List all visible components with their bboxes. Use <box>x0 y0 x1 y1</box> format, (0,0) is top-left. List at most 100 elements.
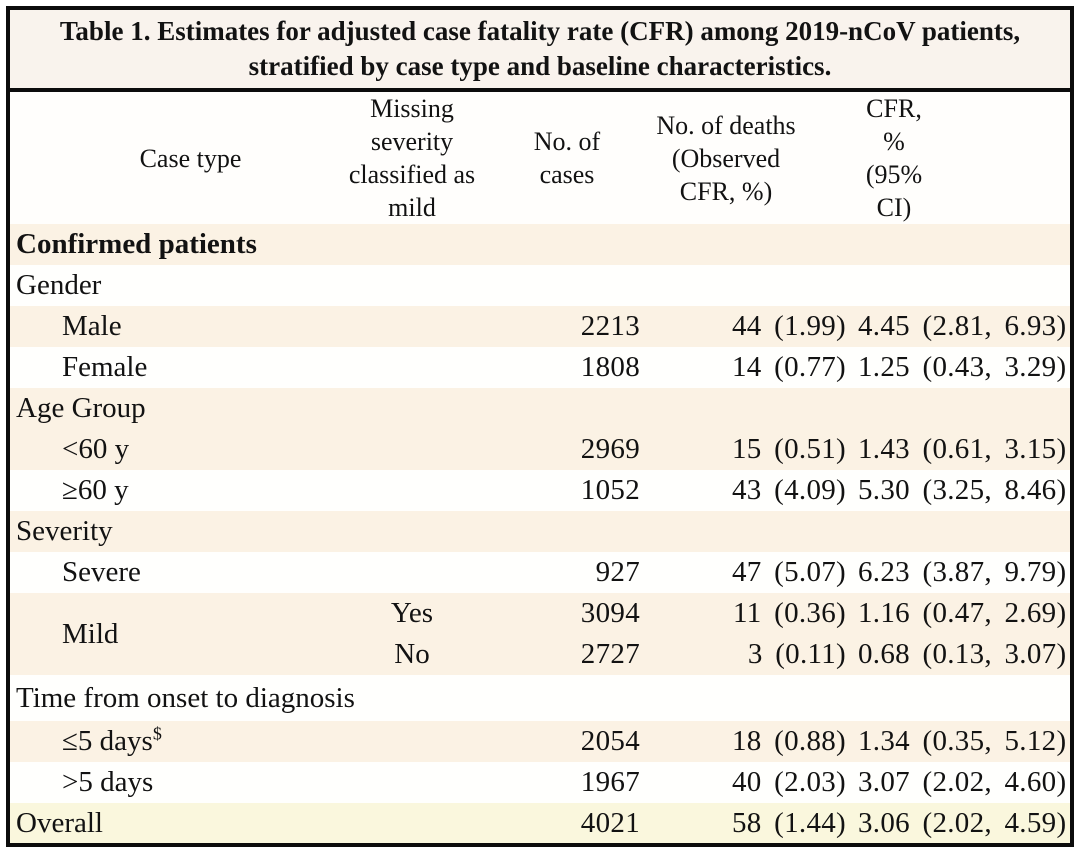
row-deaths-cell: 18 (0.88) <box>654 721 858 762</box>
table-row: No 2727 3 (0.11) 0.68 (0.13, 3.07) <box>10 634 1070 675</box>
row-cases-cell: 2213 <box>508 306 654 347</box>
row-cfr-cell <box>858 224 1070 265</box>
table-row: ≤5 days$ 2054 18 (0.88) 1.34 (0.35, 5.12) <box>10 721 1070 762</box>
row-missing-severity-cell: No <box>316 634 508 675</box>
table-title-line1: Table 1. Estimates for adjusted case fat… <box>59 16 1021 46</box>
row-label: <60 y <box>62 433 130 465</box>
header-row: Case type Missing severity classified as… <box>10 92 1070 224</box>
row-label: Confirmed patients <box>16 228 257 260</box>
table-row: Gender <box>10 265 1070 306</box>
row-deaths-cell: 15 (0.51) <box>654 429 858 470</box>
row-label-cell: Severe <box>10 552 316 593</box>
row-label-cell: Time from onset to diagnosis <box>10 675 355 721</box>
row-cfr-cell: 3.07 (2.02, 4.60) <box>858 762 1070 803</box>
table-row: Confirmed patients <box>10 224 1070 265</box>
row-label-cell: Age Group <box>10 388 316 429</box>
col-header-no-of-cases: No. of cases <box>508 92 654 224</box>
table-row: Overall 4021 58 (1.44) 3.06 (2.02, 4.59) <box>10 803 1070 843</box>
row-cfr-cell: 0.68 (0.13, 3.07) <box>858 634 1070 675</box>
row-cases-cell: 1808 <box>508 347 654 388</box>
row-cfr-cell: 5.30 (3.25, 8.46) <box>858 470 1070 511</box>
row-deaths-cell <box>654 265 858 306</box>
row-label: Female <box>62 351 148 383</box>
row-label-cell: ≤5 days$ <box>10 721 316 762</box>
row-label: Severity <box>16 515 113 547</box>
row-deaths-cell: 3 (0.11) <box>654 634 858 675</box>
row-missing-severity-cell <box>316 675 508 721</box>
row-cfr-cell <box>858 388 1070 429</box>
row-label-cell: <60 y <box>10 429 316 470</box>
row-deaths-cell <box>654 388 858 429</box>
row-deaths-cell: 14 (0.77) <box>654 347 858 388</box>
row-cfr-cell: 1.25 (0.43, 3.29) <box>858 347 1070 388</box>
row-label-cell: Female <box>10 347 316 388</box>
row-deaths-cell: 11 (0.36) <box>654 593 858 634</box>
table-row: Female 1808 14 (0.77) 1.25 (0.43, 3.29) <box>10 347 1070 388</box>
row-missing-severity-cell <box>316 306 508 347</box>
row-cases-cell: 2969 <box>508 429 654 470</box>
row-deaths-cell: 58 (1.44) <box>654 803 858 843</box>
table-row: ≥60 y 1052 43 (4.09) 5.30 (3.25, 8.46) <box>10 470 1070 511</box>
table-title-line2: stratified by case type and baseline cha… <box>248 51 832 81</box>
cfr-table: Case type Missing severity classified as… <box>10 92 1070 843</box>
row-cfr-cell: 6.23 (3.87, 9.79) <box>858 552 1070 593</box>
row-cfr-cell <box>858 675 1070 721</box>
row-cfr-cell: 1.34 (0.35, 5.12) <box>858 721 1070 762</box>
row-cases-cell <box>508 675 654 721</box>
footnote-marker: $ <box>152 723 162 744</box>
col-header-missing-severity: Missing severity classified as mild <box>316 92 508 224</box>
row-label-cell: Gender <box>10 265 316 306</box>
row-label: Time from onset to diagnosis <box>16 681 355 714</box>
row-label: ≥60 y <box>62 474 129 506</box>
row-missing-severity-cell <box>316 224 508 265</box>
row-cfr-cell: 1.43 (0.61, 3.15) <box>858 429 1070 470</box>
row-cfr-cell: 4.45 (2.81, 6.93) <box>858 306 1070 347</box>
row-deaths-cell <box>654 675 858 721</box>
row-label: Age Group <box>16 392 146 424</box>
row-missing-severity-cell <box>316 429 508 470</box>
table-row: <60 y 2969 15 (0.51) 1.43 (0.61, 3.15) <box>10 429 1070 470</box>
row-deaths-cell: 40 (2.03) <box>654 762 858 803</box>
table-row: Time from onset to diagnosis <box>10 675 1070 721</box>
row-label-cell: Confirmed patients <box>10 224 316 265</box>
row-cases-cell: 3094 <box>508 593 654 634</box>
row-cases-cell <box>508 388 654 429</box>
table-row: Severity <box>10 511 1070 552</box>
row-cases-cell: 1967 <box>508 762 654 803</box>
row-cases-cell <box>508 265 654 306</box>
row-label-cell: Severity <box>10 511 316 552</box>
row-missing-severity-cell <box>316 721 508 762</box>
row-missing-severity-cell <box>316 803 508 843</box>
row-label: Gender <box>16 269 102 301</box>
table-row: >5 days 1967 40 (2.03) 3.07 (2.02, 4.60) <box>10 762 1070 803</box>
row-label: Male <box>62 310 122 342</box>
col-header-case-type: Case type <box>10 92 316 224</box>
row-label: ≤5 days <box>62 725 153 757</box>
table-row: Severe 927 47 (5.07) 6.23 (3.87, 9.79) <box>10 552 1070 593</box>
row-deaths-cell <box>654 224 858 265</box>
row-missing-severity-cell: Yes <box>316 593 508 634</box>
row-deaths-cell: 47 (5.07) <box>654 552 858 593</box>
row-deaths-cell: 44 (1.99) <box>654 306 858 347</box>
row-missing-severity-cell <box>316 511 508 552</box>
row-label-cell: Male <box>10 306 316 347</box>
row-label: Mild <box>62 617 119 650</box>
row-label-cell: >5 days <box>10 762 316 803</box>
row-label: >5 days <box>62 766 154 798</box>
table-row: Male 2213 44 (1.99) 4.45 (2.81, 6.93) <box>10 306 1070 347</box>
row-deaths-cell <box>654 511 858 552</box>
col-header-cfr: CFR, % (95% CI) <box>858 92 1070 224</box>
row-cfr-cell <box>858 511 1070 552</box>
row-missing-severity-cell <box>316 347 508 388</box>
row-label-cell: Mild <box>10 593 316 675</box>
row-missing-severity-cell <box>316 470 508 511</box>
table-row: Mild Yes 3094 11 (0.36) 1.16 (0.47, 2.69) <box>10 593 1070 675</box>
row-missing-severity-cell <box>316 762 508 803</box>
col-header-no-of-deaths: No. of deaths (Observed CFR, %) <box>654 92 858 224</box>
row-cases-cell: 927 <box>508 552 654 593</box>
row-label-cell: Overall <box>10 803 316 843</box>
row-label-cell: ≥60 y <box>10 470 316 511</box>
row-cases-cell <box>508 511 654 552</box>
table-row: Age Group <box>10 388 1070 429</box>
row-deaths-cell: 43 (4.09) <box>654 470 858 511</box>
